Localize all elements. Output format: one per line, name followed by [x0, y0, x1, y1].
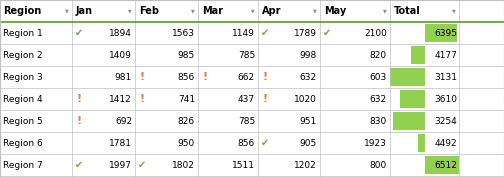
Text: 1563: 1563	[172, 28, 195, 38]
Text: ✔: ✔	[138, 160, 146, 170]
Text: Region 1: Region 1	[3, 28, 43, 38]
Text: 1997: 1997	[109, 161, 132, 170]
Text: !: !	[263, 93, 268, 104]
Text: 785: 785	[238, 50, 255, 59]
Text: 437: 437	[238, 95, 255, 104]
Text: 3254: 3254	[434, 116, 457, 125]
Bar	[424, 156, 459, 174]
Text: 1789: 1789	[294, 28, 317, 38]
Bar	[0, 0, 504, 22]
Text: 1202: 1202	[294, 161, 317, 170]
Text: Jan: Jan	[76, 6, 93, 16]
Text: 1802: 1802	[172, 161, 195, 170]
Text: May: May	[324, 6, 346, 16]
Text: ✔: ✔	[261, 138, 269, 148]
Text: 856: 856	[238, 138, 255, 147]
Text: ✔: ✔	[75, 160, 83, 170]
Text: Feb: Feb	[139, 6, 159, 16]
Text: 4492: 4492	[434, 138, 457, 147]
Text: 632: 632	[300, 73, 317, 81]
Text: Region 5: Region 5	[3, 116, 43, 125]
Text: 985: 985	[178, 50, 195, 59]
Text: Region 2: Region 2	[3, 50, 43, 59]
Text: Region 6: Region 6	[3, 138, 43, 147]
Text: 950: 950	[178, 138, 195, 147]
Text: Region 4: Region 4	[3, 95, 43, 104]
Text: 826: 826	[178, 116, 195, 125]
Text: 1781: 1781	[109, 138, 132, 147]
Text: 800: 800	[370, 161, 387, 170]
Text: ▼: ▼	[128, 8, 132, 13]
Text: !: !	[203, 72, 208, 81]
Text: ▼: ▼	[313, 8, 317, 13]
Bar	[411, 46, 424, 64]
Text: ✔: ✔	[261, 28, 269, 38]
Text: ▼: ▼	[452, 8, 456, 13]
Text: 1149: 1149	[232, 28, 255, 38]
Bar	[424, 24, 457, 42]
Text: 3610: 3610	[434, 95, 457, 104]
Text: ✔: ✔	[75, 28, 83, 38]
Bar	[400, 90, 424, 108]
Text: 785: 785	[238, 116, 255, 125]
Text: !: !	[77, 93, 82, 104]
Text: Apr: Apr	[262, 6, 282, 16]
Text: !: !	[140, 93, 145, 104]
Text: 1412: 1412	[109, 95, 132, 104]
Text: !: !	[263, 72, 268, 81]
Text: 3131: 3131	[434, 73, 457, 81]
Text: 2100: 2100	[364, 28, 387, 38]
Text: ▼: ▼	[65, 8, 69, 13]
Text: 905: 905	[300, 138, 317, 147]
Text: 1894: 1894	[109, 28, 132, 38]
Text: 4177: 4177	[434, 50, 457, 59]
Text: Region 7: Region 7	[3, 161, 43, 170]
Text: 830: 830	[370, 116, 387, 125]
Text: Region: Region	[3, 6, 41, 16]
Text: Mar: Mar	[202, 6, 223, 16]
Text: 1020: 1020	[294, 95, 317, 104]
Text: 820: 820	[370, 50, 387, 59]
Text: ✔: ✔	[323, 28, 331, 38]
Text: Total: Total	[394, 6, 421, 16]
Text: ▼: ▼	[191, 8, 195, 13]
Text: 1923: 1923	[364, 138, 387, 147]
Text: ▼: ▼	[251, 8, 255, 13]
Text: 662: 662	[238, 73, 255, 81]
Text: 1511: 1511	[232, 161, 255, 170]
Text: !: !	[140, 72, 145, 81]
Text: 1409: 1409	[109, 50, 132, 59]
Text: !: !	[77, 116, 82, 125]
Text: 741: 741	[178, 95, 195, 104]
Text: Region 3: Region 3	[3, 73, 43, 81]
Text: 603: 603	[370, 73, 387, 81]
Text: 856: 856	[178, 73, 195, 81]
Text: 951: 951	[300, 116, 317, 125]
Bar	[418, 134, 424, 152]
Bar	[390, 68, 424, 86]
Bar	[393, 112, 424, 130]
Text: 981: 981	[115, 73, 132, 81]
Text: 998: 998	[300, 50, 317, 59]
Text: 632: 632	[370, 95, 387, 104]
Text: ▼: ▼	[383, 8, 387, 13]
Text: 692: 692	[115, 116, 132, 125]
Text: 6395: 6395	[434, 28, 457, 38]
Text: 6512: 6512	[434, 161, 457, 170]
